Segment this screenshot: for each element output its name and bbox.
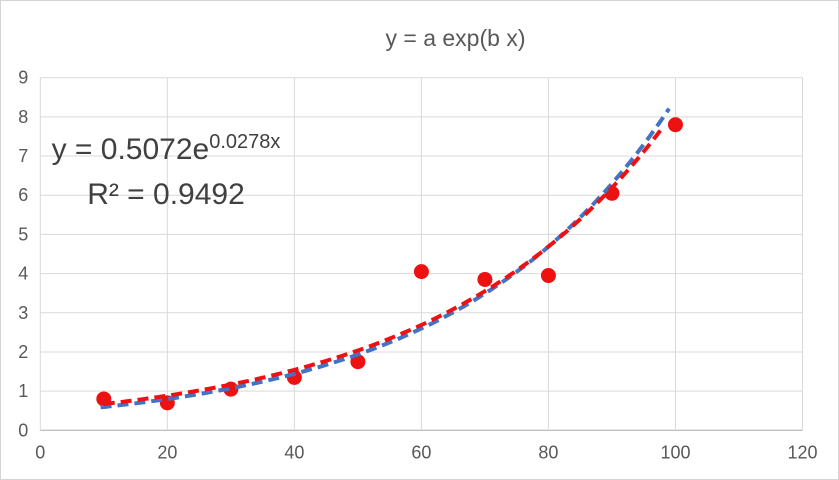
y-axis-tick-label: 3 [18,303,28,323]
equation-base: y = 0.5072e [51,133,210,166]
y-axis-tick-label: 1 [18,381,28,401]
r-squared-line: R² = 0.9492 [87,178,245,211]
y-axis-tick-label: 9 [18,68,28,88]
equation-line: y = 0.5072e0.0278x [47,127,285,172]
x-axis-tick-label: 0 [35,442,45,462]
x-axis-tick-label: 20 [157,442,177,462]
x-axis-tick-label: 40 [284,442,304,462]
y-axis-tick-label: 4 [18,264,28,284]
scatter-point[interactable] [413,264,429,280]
y-axis-tick-label: 7 [18,146,28,166]
trendline-equation-label: y = 0.5072e0.0278x R² = 0.9492 [47,127,285,217]
scatter-point[interactable] [477,271,493,287]
y-axis-tick-label: 2 [18,342,28,362]
equation-exponent: 0.0278x [209,131,281,153]
y-axis-tick-label: 5 [18,224,28,244]
x-axis-tick-label: 60 [411,442,431,462]
x-axis-tick-label: 80 [538,442,558,462]
x-axis-tick-label: 100 [660,442,690,462]
y-axis-tick-label: 6 [18,185,28,205]
x-axis-tick-label: 120 [787,442,817,462]
scatter-point[interactable] [667,117,683,133]
scatter-point[interactable] [350,354,366,370]
scatter-point[interactable] [540,268,556,284]
y-axis-tick-label: 0 [18,420,28,440]
excel-trendline-red[interactable] [103,126,665,407]
y-axis-tick-label: 8 [18,107,28,127]
